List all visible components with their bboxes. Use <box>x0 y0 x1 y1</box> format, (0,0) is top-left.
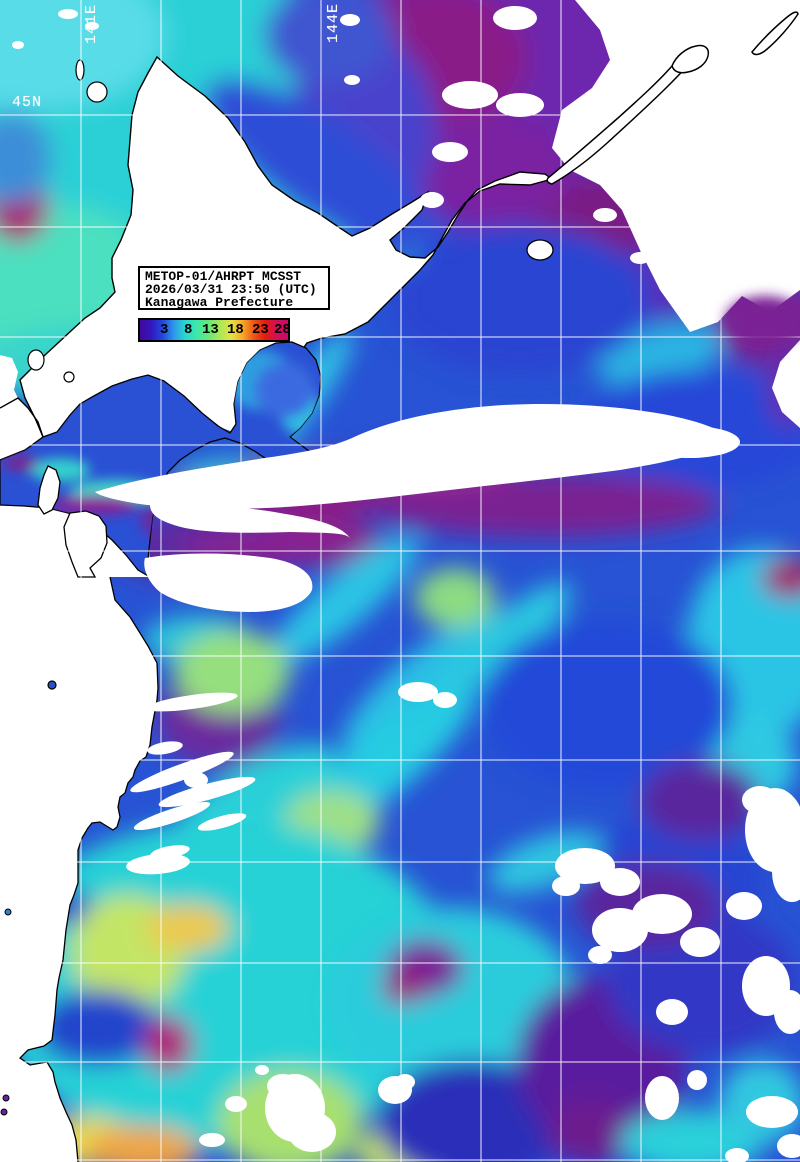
product-datetime: 2026/03/31 23:50 (UTC) <box>145 282 317 297</box>
coastal-islet-3 <box>2 1094 10 1102</box>
tsugaru-peninsula <box>37 465 61 515</box>
coastal-islet-2 <box>4 908 12 916</box>
coastal-islet-1 <box>47 680 57 690</box>
coastal-islet-4 <box>0 1108 8 1116</box>
teuri-island <box>63 371 75 383</box>
honshu-land-cloud <box>0 355 160 1162</box>
legend-tick: 13 <box>202 322 219 338</box>
rishiri-island <box>86 81 108 103</box>
hokkaido-coastline <box>19 55 554 456</box>
yururi-island <box>526 239 554 261</box>
temperature-legend: 3 8 13 18 23 28 <box>138 318 291 342</box>
legend-gradient <box>140 320 288 340</box>
sea-gap-in-cloud <box>725 296 800 344</box>
legend-tick-labels: 3 8 13 18 23 28 <box>140 322 291 342</box>
hokkaido-land <box>20 57 552 454</box>
legend-tick: 18 <box>227 322 244 338</box>
longitude-label-141e: 141E <box>83 4 100 45</box>
sanriku-coastline <box>18 576 159 1162</box>
legend-tick: 28 <box>274 322 291 338</box>
shimokita-peninsula <box>63 510 108 578</box>
latitude-label-45n: 45N <box>12 94 43 111</box>
cloud-cover <box>12 0 800 1162</box>
product-title: METOP-01/AHRPT MCSST <box>145 269 302 284</box>
product-info-box: METOP-01/AHRPT MCSST 2026/03/31 23:50 (U… <box>138 266 330 310</box>
longitude-label-144e: 144E <box>325 3 342 44</box>
product-source: Kanagawa Prefecture <box>145 295 294 310</box>
okushiri-island <box>27 349 45 371</box>
legend-tick: 3 <box>160 322 169 338</box>
legend-tick: 8 <box>184 322 193 338</box>
kuril-islands-outline <box>546 11 799 185</box>
rebun-island <box>75 59 85 81</box>
legend-tick: 23 <box>252 322 269 338</box>
oshima-coastline <box>0 397 44 438</box>
